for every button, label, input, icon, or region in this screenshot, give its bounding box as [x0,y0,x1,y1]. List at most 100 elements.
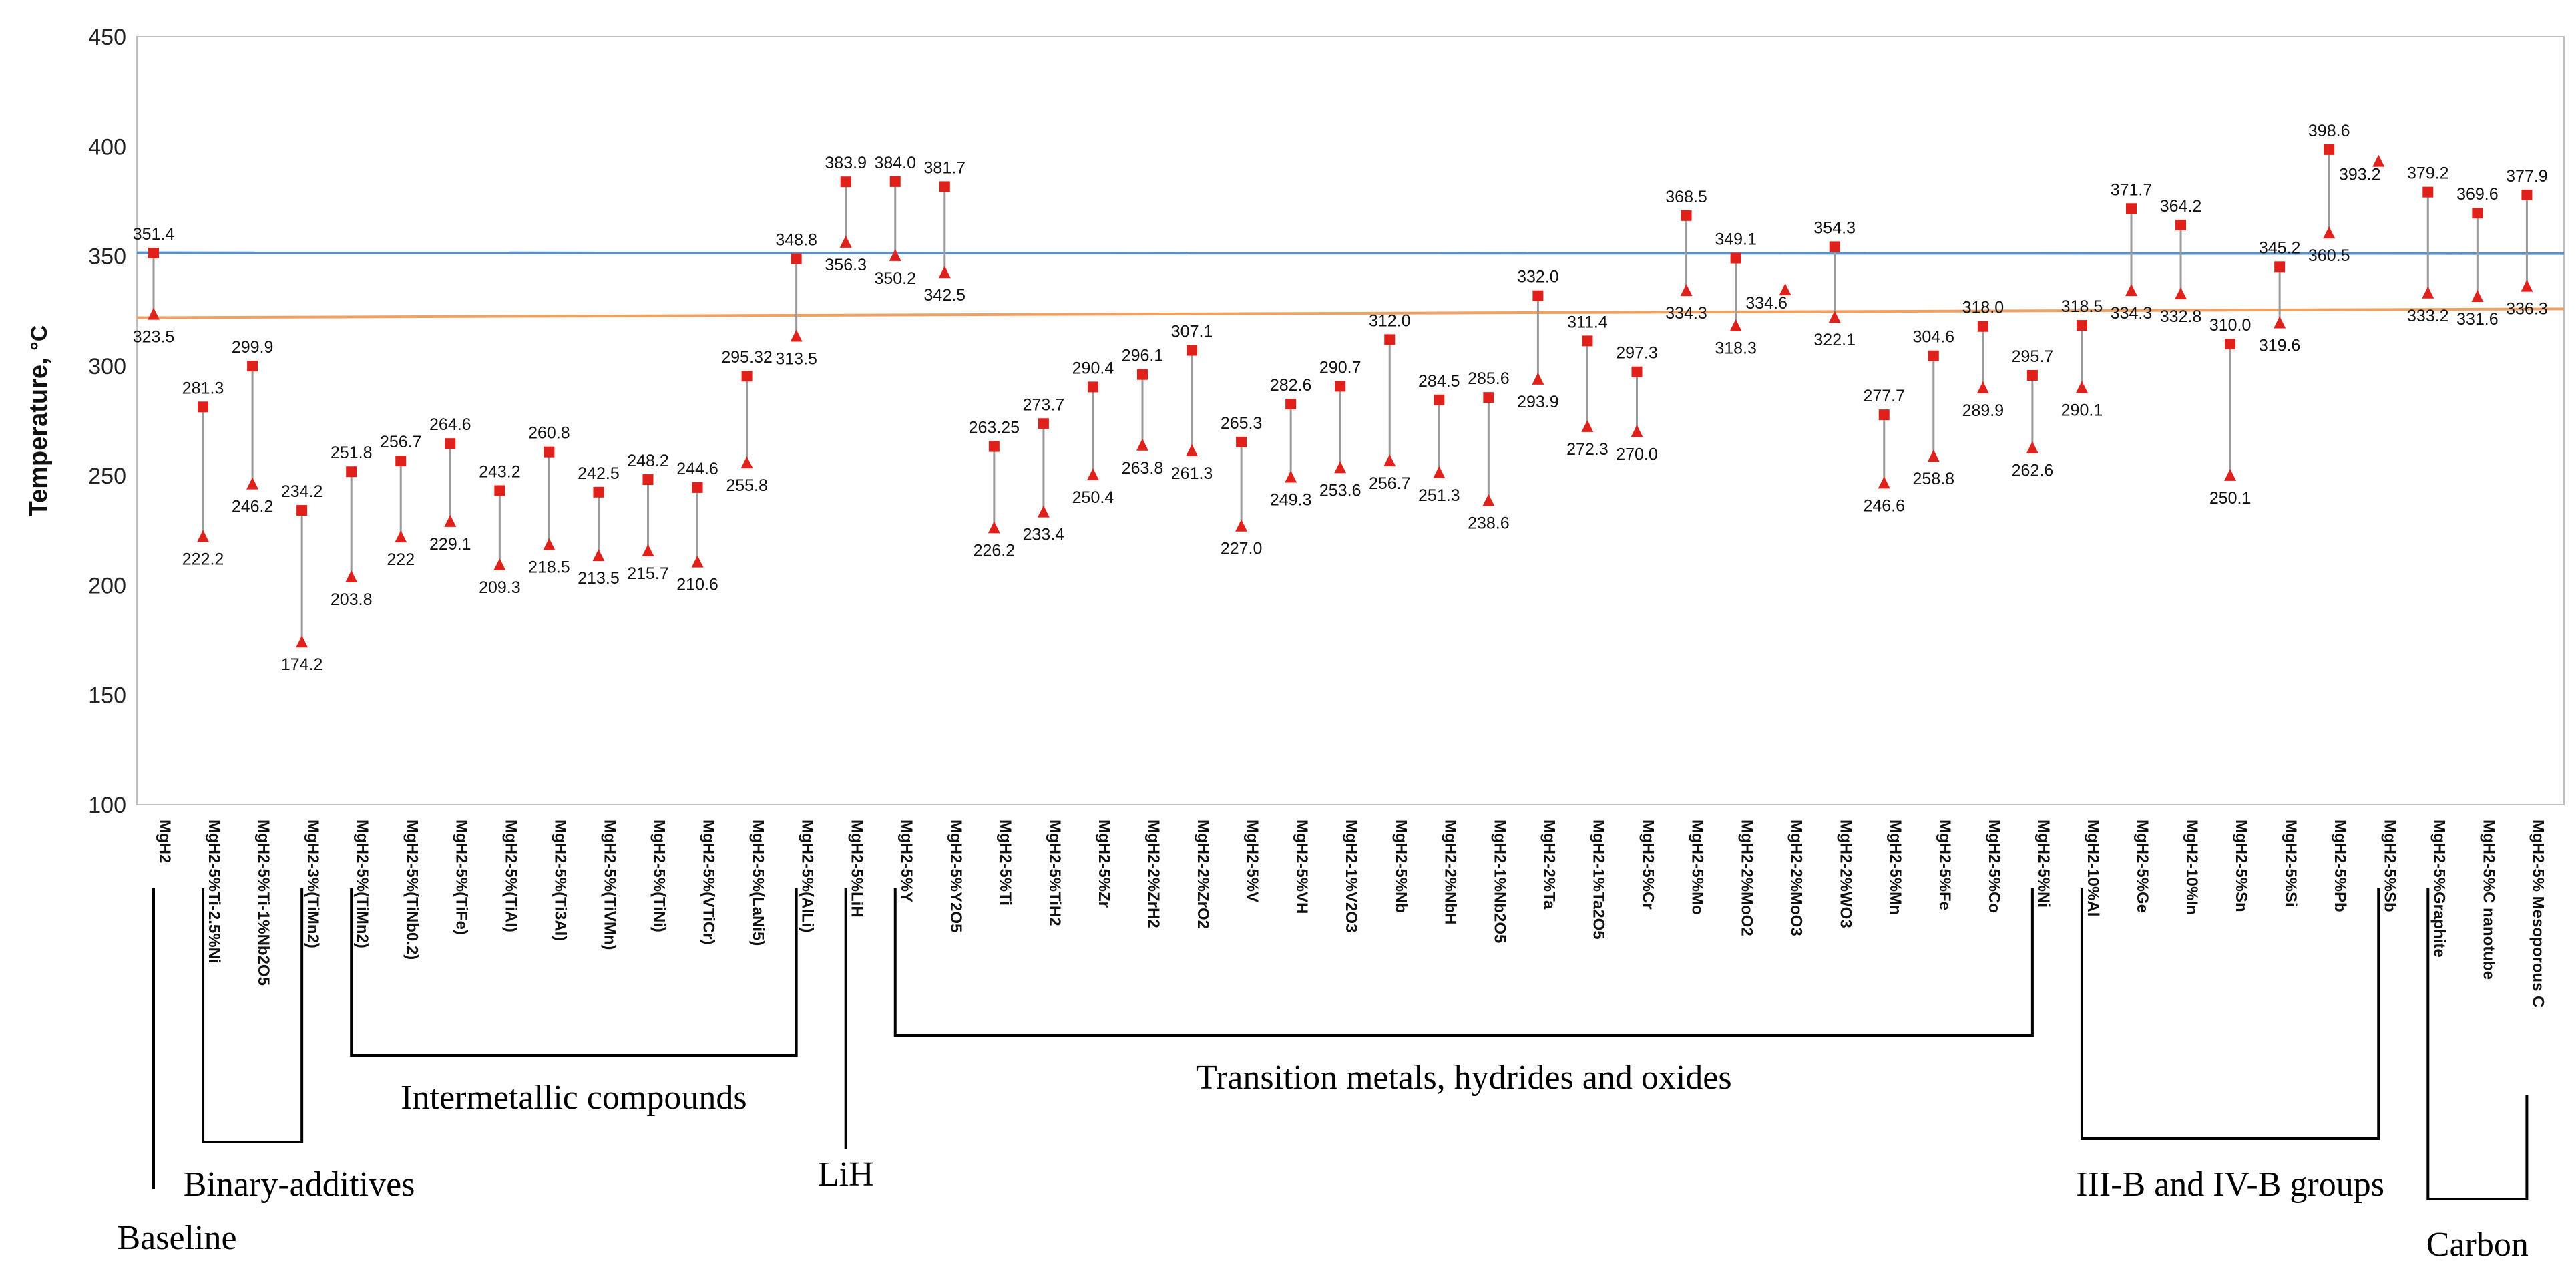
triangle-marker [691,555,704,568]
group-bracket [2426,888,2529,1200]
triangle-marker [1186,444,1199,457]
category-label: MgH2-5%(TiFe) [452,820,470,935]
square-marker [791,253,802,264]
square-value-label: 368.5 [1665,188,1707,206]
triangle-marker [1779,283,1791,296]
group-bracket [893,888,2034,1037]
triangle-value-label: 253.6 [1319,481,1361,500]
category-label: MgH2-1%Nb2O5 [1490,820,1508,943]
triangle-value-label: 227.0 [1221,540,1263,558]
category-label: MgH2-3%(TiMn2) [304,820,322,948]
category-label: MgH2-2%MoO2 [1738,820,1756,936]
triangle-marker [2274,316,2286,329]
category-label: MgH2-5%VH [1293,820,1311,914]
square-value-label: 290.7 [1319,358,1361,377]
square-value-label: 354.3 [1813,218,1856,237]
square-marker [988,441,1000,452]
square-marker [2126,203,2137,214]
reference-line-blue [136,251,2565,255]
square-marker [1285,399,1297,410]
square-marker [2422,186,2434,198]
y-axis-unit: °C [27,325,52,351]
triangle-value-label: 334.6 [1745,294,1787,313]
square-value-label: 377.9 [2506,167,2548,186]
square-marker [2026,369,2038,381]
group-label: Transition metals, hydrides and oxides [1196,1059,1732,1097]
triangle-marker [395,530,407,543]
triangle-value-label: 262.6 [2012,462,2054,480]
category-label: MgH2-2%NbH [1441,820,1459,924]
triangle-value-label: 255.8 [726,476,768,495]
triangle-value-label: 332.8 [2160,307,2202,326]
triangle-marker [1680,284,1693,297]
square-value-label: 304.6 [1913,328,1955,347]
square-marker [939,181,950,192]
square-marker [2225,339,2236,349]
square-marker [247,361,258,372]
category-label: MgH2-5%V [1243,820,1261,902]
triangle-marker [1729,319,1742,331]
square-marker [1532,290,1544,301]
category-label: MgH2-2%ZrH2 [1144,820,1162,928]
category-label: MgH2-5%Y2O5 [947,820,965,932]
square-marker [1681,210,1692,221]
triangle-marker [1581,419,1594,432]
group-label: Binary-additives [184,1165,415,1204]
triangle-marker [1086,468,1099,480]
category-label: MgH2-5%Mo [1689,820,1707,915]
square-marker [889,176,901,187]
triangle-marker [642,544,654,556]
triangle-value-label: 213.5 [578,569,620,588]
square-marker [1236,436,1247,447]
square-value-label: 285.6 [1468,369,1510,388]
triangle-value-label: 249.3 [1270,490,1312,509]
square-marker [395,456,407,467]
category-label: MgH2-5%Ti [996,820,1014,906]
triangle-marker [740,456,753,469]
triangle-value-label: 258.8 [1913,470,1955,488]
category-label: MgH2-5%Pb [2331,820,2349,912]
triangle-value-label: 250.4 [1072,488,1114,507]
square-marker [1335,381,1346,392]
square-value-label: 277.7 [1863,387,1905,405]
triangle-value-label: 356.3 [825,256,867,275]
triangle-value-label: 233.4 [1023,526,1065,544]
square-marker [2324,144,2335,155]
square-marker [2076,320,2087,331]
square-marker [346,466,357,478]
triangle-value-label: 246.6 [1863,496,1905,515]
category-label: MgH2-5%Si [2282,820,2300,907]
square-value-label: 371.7 [2111,180,2153,199]
y-tick-label: 150 [88,683,126,709]
triangle-value-label: 393.2 [2339,166,2381,184]
square-marker [741,371,753,382]
category-label: MgH2-5%C nanotube [2479,820,2497,980]
triangle-marker [1878,476,1890,489]
square-value-label: 312.0 [1369,311,1411,330]
reference-line-orange [136,307,2565,319]
square-value-label: 398.6 [2308,122,2350,140]
triangle-value-label: 336.3 [2506,300,2548,319]
square-marker [198,401,209,413]
category-label: MgH2-5%Y [897,820,915,902]
square-marker [642,474,654,486]
square-marker [1187,345,1198,356]
triangle-value-label: 209.3 [479,578,521,597]
square-value-label: 244.6 [676,460,718,478]
category-label: MgH2-2%ZrO2 [1194,820,1212,929]
triangle-marker [1631,425,1643,437]
triangle-marker [1927,449,1940,462]
triangle-marker [1334,461,1347,474]
square-value-label: 264.6 [429,415,471,434]
category-label: MgH2-5%Cr [1639,820,1657,910]
square-value-label: 290.4 [1072,359,1114,377]
category-label: MgH2-5%Ti-1%Nb2O5 [254,820,272,986]
square-marker [445,438,456,449]
square-value-label: 295.7 [2012,347,2054,366]
triangle-marker [1532,372,1544,385]
triangle-value-label: 333.2 [2407,307,2449,325]
square-value-label: 383.9 [825,154,867,172]
square-value-label: 349.1 [1715,230,1757,249]
square-value-label: 284.5 [1418,372,1460,391]
